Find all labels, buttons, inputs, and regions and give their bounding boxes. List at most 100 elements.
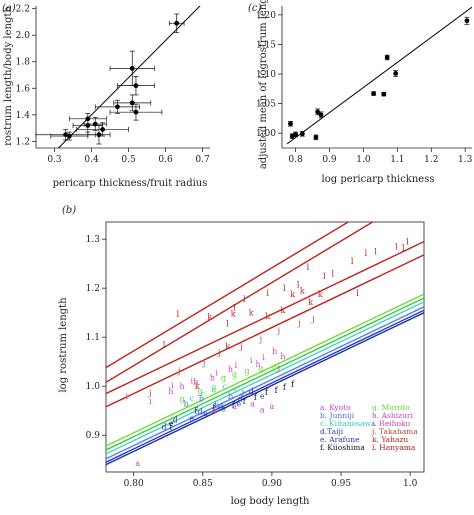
panel-b-site-point-g: g — [211, 383, 216, 392]
panel-b-x-tick-label: 0.95 — [331, 479, 351, 489]
panel-b-site-point-e: e — [189, 414, 194, 423]
panel-b-legend-entry: g. Muroto — [372, 403, 410, 412]
panel-b-site-point-a: a — [250, 399, 255, 408]
panel-a-y-tick-label: 1.8 — [16, 58, 31, 68]
panel-b-site-point-f: f — [169, 422, 173, 431]
panel-a-x-tick-label: 0.6 — [158, 155, 173, 165]
panel-b-label: (b) — [62, 205, 76, 216]
panel-b-regression-line — [106, 240, 424, 395]
panel-a-data-point — [133, 109, 139, 115]
panel-b-legend-entry: f. Kiioshima — [320, 443, 365, 452]
panel-b-axes: 0.80 0.85 0.90 0.95 1.00.91.01.11.21.3 llllll… — [86, 221, 425, 489]
panel-b-site-point-i: i — [171, 381, 174, 390]
panel-b-site-point-f: f — [291, 380, 295, 389]
panel-b-site-point-j: j — [259, 335, 262, 344]
panel-a-y-tick-label: 2.0 — [16, 31, 31, 41]
panel-c-axes: 0.8 0.9 1.0 1.1 1.2 1.3 1.00 1.05 1.10 1.15 1.20 — [256, 6, 473, 165]
panel-c-data-point — [318, 112, 324, 118]
panel-b-site-point-l: l — [406, 238, 409, 247]
panel-b-regression-line — [106, 293, 424, 447]
panel-b-site-point-b: b — [214, 401, 219, 410]
panel-b-site-point-j: j — [297, 318, 300, 327]
panel-b-legend-entry: l. Hanyama — [372, 443, 416, 452]
panel-b-site-point-j: j — [177, 367, 180, 376]
panel-c-y-tick-label: 1.20 — [256, 11, 276, 21]
panel-b-site-point-f: f — [283, 383, 287, 392]
panel-b-regression-line — [106, 297, 424, 451]
panel-c-data-point — [293, 131, 298, 137]
panel-a-axes: 0.3 0.4 0.5 0.6 0.7 1.2 1.4 1.6 1.8 2.0 2.2 — [16, 5, 210, 165]
panel-b-site-point-i: i — [250, 356, 253, 365]
panel-b-site-point-k: k — [225, 342, 230, 351]
panel-c-x-tick-label: 1.2 — [424, 155, 438, 165]
panel-c-y-axis-label: adjusted mean of logrostrum length — [258, 0, 269, 169]
panel-b-site-point-j: j — [311, 315, 314, 324]
panel-c-x-tick-label: 0.8 — [288, 155, 303, 165]
panel-b-site-point-f: f — [212, 403, 216, 412]
panel-a-data-point — [133, 83, 139, 89]
panel-b-site-point-b: b — [228, 392, 233, 401]
panel-a-data-point — [66, 133, 72, 139]
panel-a-data-point — [92, 121, 98, 127]
panel-b-site-point-c: c — [189, 394, 194, 403]
panel-a-data-point — [129, 65, 135, 71]
panel-b-legend-entry: e. Arafune — [320, 435, 360, 444]
panel-b-site-point-d: d — [218, 403, 223, 412]
panel-b-regression-line — [106, 306, 424, 460]
panel-b-site-point-h: h — [210, 373, 215, 382]
panel-b-site-point-l: l — [365, 249, 368, 258]
panel-b-site-point-h: h — [193, 377, 198, 386]
panel-b-regression-line — [106, 301, 424, 455]
panel-b-site-point-i: i — [235, 361, 238, 370]
panel-b-site-point-j: j — [277, 326, 280, 335]
panel-b-site-point-f: f — [194, 407, 198, 416]
panel-b-site-point-k: k — [195, 382, 200, 391]
panel-c-y-tick-label: 1.15 — [256, 40, 276, 50]
panel-b-y-axis-label: log rostrum length — [58, 297, 69, 393]
panel-b-legend-entry: a. Kyoto — [320, 403, 351, 412]
panel-b-site-point-k: k — [318, 290, 323, 299]
panel-b-regression-line — [106, 309, 424, 463]
panel-b-site-point-f: f — [254, 393, 258, 402]
panel-c: (c) 0.8 0.9 1.0 1.1 1.2 1.3 1.00 1.05 1.10 1.15 1.… — [248, 0, 473, 185]
panel-b-site-point-h: h — [179, 382, 184, 391]
panel-a-data-point — [100, 127, 106, 132]
panel-b-site-point-j: j — [217, 348, 220, 357]
panel-b-site-point-e: e — [221, 404, 226, 413]
panel-c-data-point — [393, 71, 399, 76]
panel-b-site-point-g: g — [258, 364, 263, 373]
panel-b-site-point-d: d — [162, 422, 167, 431]
panel-c-label: (c) — [248, 3, 262, 14]
panel-b-site-point-l: l — [243, 295, 246, 304]
panel-a-data-point — [96, 132, 102, 138]
panel-b-site-point-l: l — [395, 243, 398, 252]
panel-b-site-point-e: e — [236, 399, 241, 408]
panel-b-site-point-h: h — [256, 360, 261, 369]
panel-b-regression-line — [106, 312, 424, 466]
panel-b-legend-entry: h. Ashizuri — [372, 411, 413, 420]
panel-a-data-point — [129, 100, 135, 106]
panel-c-data-point — [384, 55, 390, 60]
panel-b-site-point-f: f — [232, 401, 236, 410]
panel-b-site-point-k: k — [300, 287, 305, 296]
panel-b: (b) 0.80 0.85 0.90 0.95 1.00.91.01.11.21.3 ll… — [58, 205, 425, 507]
panel-b-site-point-l: l — [266, 289, 269, 298]
panel-b-site-point-b: b — [242, 390, 247, 399]
panel-a-regression-line — [57, 6, 201, 148]
panel-b-site-point-l: l — [356, 289, 359, 298]
panel-a-y-tick-label: 1.6 — [16, 84, 31, 94]
panel-a-label: (a) — [2, 3, 16, 14]
panel-b-site-point-k: k — [265, 312, 270, 321]
panel-b-site-point-c: c — [242, 390, 247, 399]
panel-b-site-point-l: l — [283, 284, 286, 293]
panel-b-plot-frame — [105, 221, 425, 473]
panel-b-site-point-a: a — [211, 406, 216, 415]
panel-b-x-tick-label: 1.0 — [403, 479, 418, 489]
panel-b-site-point-d: d — [249, 387, 254, 396]
panel-c-data-point — [381, 91, 387, 97]
panel-b-legend-entry: i. Reihoku — [372, 419, 411, 428]
panel-a-y-axis-label: rostrum length/body length — [3, 6, 14, 146]
panel-b-site-point-b: b — [199, 394, 204, 403]
panel-c-data-point — [313, 134, 319, 140]
